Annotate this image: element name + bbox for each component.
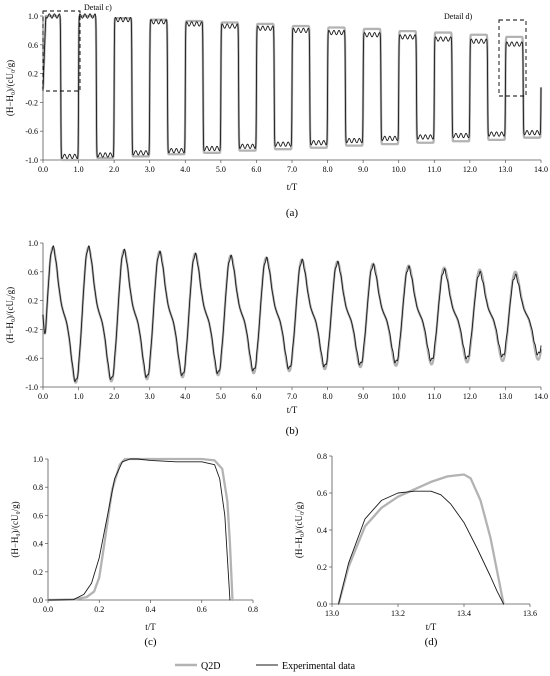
- x-tick-label: 5.0: [216, 165, 226, 174]
- y-axis-label: (H−H₀)/(cU₀/g): [5, 287, 15, 343]
- detail-d-box: [498, 19, 527, 97]
- y-axis-label: (H−H₀)/(cU₀/g): [294, 502, 304, 558]
- detail-c-label: Detail c): [84, 3, 112, 12]
- x-tick-label: 7.0: [287, 165, 297, 174]
- x-axis-label: t/T: [287, 405, 298, 415]
- y-tick-label: -0.6: [25, 127, 38, 136]
- y-tick-label: 1.0: [33, 455, 43, 464]
- x-tick-label: 1.0: [74, 165, 84, 174]
- y-tick-label: 0.6: [28, 41, 38, 50]
- y-axis-label: (H−H₀)/(cU₀/g): [10, 501, 20, 557]
- panel-c: 0.0 0.2 0.4 0.6 0.8 0.0 0.2 0.4 0.6 0.8 1.0 t/T (H−H…: [10, 455, 258, 648]
- x-tick-label: 14.0: [534, 392, 548, 401]
- y-tick-label: 0.8: [317, 452, 327, 461]
- x-tick-label: 13.0: [325, 609, 339, 618]
- legend-exp-label: Experimental data: [282, 661, 356, 672]
- series-experimental-line: [338, 490, 505, 605]
- x-tick-label: 9.0: [358, 392, 368, 401]
- y-tick-label: 0.4: [33, 540, 43, 549]
- y-tick-label: -0.2: [25, 98, 38, 107]
- x-tick-label: 0.6: [197, 605, 207, 614]
- y-tick-label: 0.2: [317, 563, 327, 572]
- x-tick-label: 9.0: [358, 165, 368, 174]
- x-tick-label: 13.0: [498, 165, 512, 174]
- x-tick-label: 1.0: [74, 392, 84, 401]
- y-tick-label: 0.6: [33, 511, 43, 520]
- y-tick-label: 0.2: [28, 70, 38, 79]
- panel-caption: (a): [286, 207, 299, 219]
- x-tick-label: 4.0: [180, 392, 190, 401]
- y-tick-label: -0.2: [25, 325, 38, 334]
- y-tick-label: 0.2: [33, 568, 43, 577]
- y-tick-label: 0.8: [33, 483, 43, 492]
- y-tick-label: 0.2: [28, 297, 38, 306]
- x-tick-label: 6.0: [251, 165, 261, 174]
- panel-b: 0.0 1.0 2.0 3.0 4.0 5.0 6.0 7.0 8.0 9.0 10.0 11.0 12…: [5, 239, 548, 437]
- x-tick-label: 11.0: [427, 392, 441, 401]
- y-tick-label: 0.0: [33, 596, 43, 605]
- y-axis-label: (H−H₀)/(cU₀/g): [5, 60, 15, 116]
- x-tick-label: 13.6: [523, 609, 537, 618]
- x-tick-label: 3.0: [145, 165, 155, 174]
- x-axis-label: t/T: [426, 622, 437, 632]
- x-tick-label: 13.4: [457, 609, 471, 618]
- panel-caption: (b): [286, 425, 299, 437]
- x-tick-label: 0.2: [94, 605, 104, 614]
- x-tick-label: 14.0: [534, 165, 548, 174]
- x-tick-label: 10.0: [392, 165, 406, 174]
- legend-q2d-label: Q2D: [201, 661, 220, 672]
- panel-caption: (c): [144, 636, 157, 648]
- y-tick-label: -1.0: [25, 383, 38, 392]
- x-tick-label: 0.4: [146, 605, 156, 614]
- x-tick-label: 0.0: [38, 165, 48, 174]
- panel-a: 0.0 1.0 2.0 3.0 4.0 5.0 6.0 7.0 8.0 9.0 10.0 11.0 12…: [5, 12, 548, 219]
- x-tick-label: 12.0: [463, 392, 477, 401]
- y-tick-label: -1.0: [25, 156, 38, 165]
- legend: Q2D Experimental data: [175, 661, 356, 672]
- x-tick-label: 11.0: [427, 165, 441, 174]
- x-tick-label: 12.0: [463, 165, 477, 174]
- x-tick-label: 3.0: [145, 392, 155, 401]
- series-q2d-line: [337, 473, 505, 606]
- panel-d: 13.0 13.2 13.4 13.6 0.0 0.2 0.4 0.6 0.8 t/T (H−H₀)…: [294, 452, 537, 648]
- x-tick-label: 6.0: [251, 392, 261, 401]
- x-tick-label: 0.0: [38, 392, 48, 401]
- y-tick-label: 0.0: [317, 600, 327, 609]
- x-tick-label: 5.0: [216, 392, 226, 401]
- panel-caption: (d): [425, 636, 438, 648]
- x-tick-label: 8.0: [323, 392, 333, 401]
- series-experimental-line: [42, 245, 542, 382]
- y-tick-label: 1.0: [28, 239, 38, 248]
- x-tick-label: 8.0: [323, 165, 333, 174]
- x-tick-label: 7.0: [287, 392, 297, 401]
- x-tick-label: 0.8: [248, 605, 258, 614]
- x-tick-label: 0.0: [43, 605, 53, 614]
- x-tick-label: 13.0: [498, 392, 512, 401]
- x-tick-label: 2.0: [109, 392, 119, 401]
- x-tick-label: 4.0: [180, 165, 190, 174]
- detail-d-label: Detail d): [444, 12, 473, 21]
- y-tick-label: 0.6: [317, 489, 327, 498]
- x-tick-label: 2.0: [109, 165, 119, 174]
- x-tick-label: 10.0: [392, 392, 406, 401]
- detail-c-box: [42, 10, 81, 92]
- x-axis-label: t/T: [145, 622, 156, 632]
- series-experimental-line: [42, 13, 542, 160]
- series-q2d-line: [46, 457, 234, 602]
- y-tick-label: -0.6: [25, 354, 38, 363]
- x-axis-label: t/T: [287, 182, 298, 192]
- series-experimental-line: [47, 458, 231, 601]
- y-tick-label: 1.0: [28, 12, 38, 21]
- y-tick-label: 0.6: [28, 268, 38, 277]
- detail-markers: Detail c) Detail d): [42, 3, 527, 97]
- x-tick-label: 13.2: [391, 609, 405, 618]
- y-tick-label: 0.4: [317, 526, 327, 535]
